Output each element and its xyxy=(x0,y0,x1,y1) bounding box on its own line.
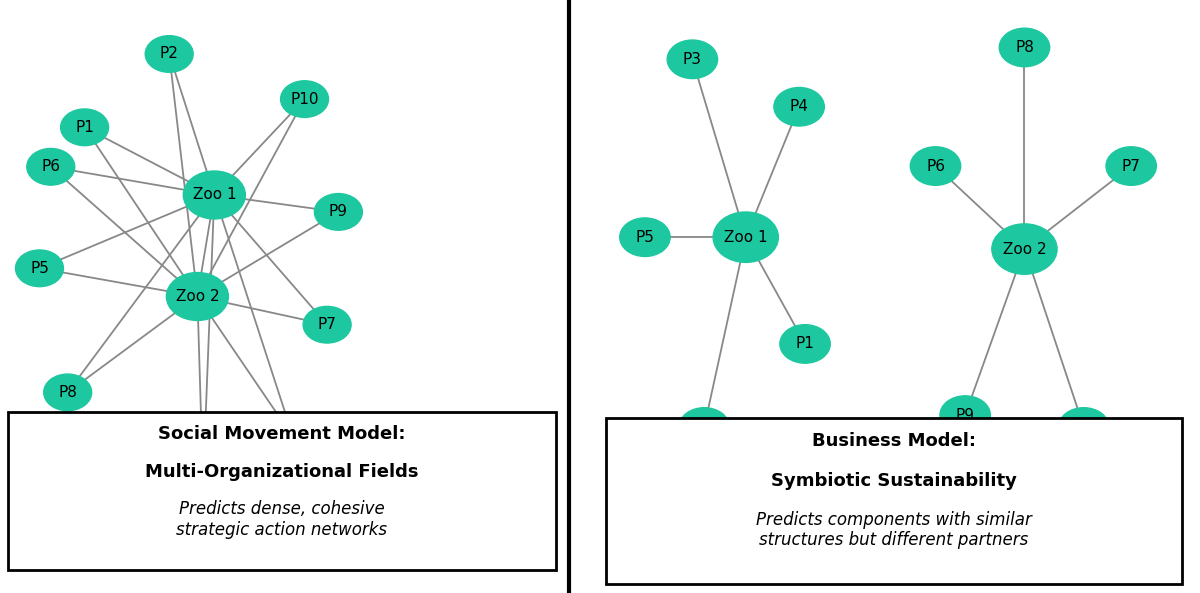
Ellipse shape xyxy=(713,212,779,262)
Text: P4: P4 xyxy=(790,99,809,114)
Ellipse shape xyxy=(167,273,228,320)
Text: Zoo 1: Zoo 1 xyxy=(724,229,768,245)
FancyBboxPatch shape xyxy=(8,412,556,570)
Text: Predicts dense, cohesive
strategic action networks: Predicts dense, cohesive strategic actio… xyxy=(176,500,388,539)
Text: P9: P9 xyxy=(329,205,348,219)
Text: Zoo 2: Zoo 2 xyxy=(1003,241,1046,257)
Ellipse shape xyxy=(304,307,352,343)
Text: P3: P3 xyxy=(283,430,302,445)
Ellipse shape xyxy=(26,148,74,185)
Ellipse shape xyxy=(1058,408,1109,446)
Text: Business Model:: Business Model: xyxy=(812,432,976,449)
Ellipse shape xyxy=(1000,28,1050,67)
Ellipse shape xyxy=(679,408,730,446)
Ellipse shape xyxy=(184,171,245,219)
Text: P5: P5 xyxy=(30,261,49,276)
Text: P5: P5 xyxy=(636,229,654,245)
Text: P2: P2 xyxy=(160,46,179,62)
FancyBboxPatch shape xyxy=(606,418,1182,584)
Text: Symbiotic Sustainability: Symbiotic Sustainability xyxy=(772,472,1016,490)
Text: P1: P1 xyxy=(76,120,94,135)
Text: P10: P10 xyxy=(290,91,319,107)
Ellipse shape xyxy=(179,464,227,501)
Ellipse shape xyxy=(992,224,1057,274)
Ellipse shape xyxy=(16,250,64,286)
Ellipse shape xyxy=(940,396,990,434)
Ellipse shape xyxy=(145,36,193,72)
Ellipse shape xyxy=(281,81,329,117)
Text: Zoo 2: Zoo 2 xyxy=(175,289,220,304)
Text: P1: P1 xyxy=(796,336,815,352)
Ellipse shape xyxy=(780,325,830,363)
Ellipse shape xyxy=(314,193,362,230)
Text: P8: P8 xyxy=(1015,40,1034,55)
Text: Multi-Organizational Fields: Multi-Organizational Fields xyxy=(145,464,419,482)
Ellipse shape xyxy=(43,374,91,411)
Ellipse shape xyxy=(1106,147,1157,185)
Text: P2: P2 xyxy=(695,419,714,435)
Ellipse shape xyxy=(269,419,317,456)
Text: P3: P3 xyxy=(683,52,702,67)
Text: P10: P10 xyxy=(1069,419,1098,435)
Text: P4: P4 xyxy=(193,475,212,490)
Text: P6: P6 xyxy=(926,158,946,174)
Ellipse shape xyxy=(61,109,108,146)
Ellipse shape xyxy=(911,147,961,185)
Text: Predicts components with similar
structures but different partners: Predicts components with similar structu… xyxy=(756,511,1032,549)
Ellipse shape xyxy=(774,88,824,126)
Text: P9: P9 xyxy=(955,407,974,423)
Text: P7: P7 xyxy=(318,317,336,332)
Ellipse shape xyxy=(619,218,670,256)
Ellipse shape xyxy=(667,40,718,79)
Text: Social Movement Model:: Social Movement Model: xyxy=(158,425,406,443)
Text: Zoo 1: Zoo 1 xyxy=(192,187,236,202)
Text: P7: P7 xyxy=(1122,158,1141,174)
Text: P8: P8 xyxy=(59,385,77,400)
Text: P6: P6 xyxy=(41,160,60,174)
